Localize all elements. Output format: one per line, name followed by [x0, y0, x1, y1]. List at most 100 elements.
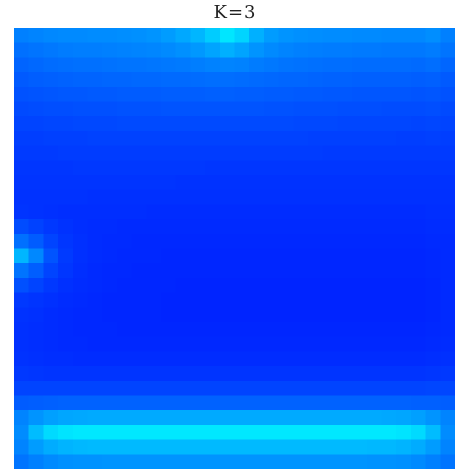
heatmap-cell	[425, 57, 441, 73]
heatmap-cell	[131, 42, 147, 58]
heatmap-cell	[87, 351, 103, 367]
heatmap-cell	[131, 101, 147, 117]
heatmap-cell	[219, 277, 236, 294]
heatmap-cell	[43, 130, 59, 147]
heatmap-cell	[381, 233, 397, 250]
heatmap-cell	[249, 116, 265, 132]
heatmap-cell	[263, 351, 280, 367]
heatmap-cell	[146, 307, 162, 323]
heatmap-cell	[87, 366, 103, 382]
heatmap-cell	[396, 292, 412, 308]
heatmap-cell	[72, 263, 89, 279]
heatmap-cell	[366, 101, 383, 117]
heatmap-cell	[293, 439, 309, 455]
heatmap-cell	[72, 116, 89, 132]
heatmap-cell	[396, 307, 412, 323]
heatmap-cell	[146, 322, 162, 338]
heatmap-cell	[366, 439, 383, 455]
heatmap-cell	[14, 189, 30, 205]
heatmap-cell	[102, 101, 118, 117]
heatmap-cell	[293, 322, 309, 338]
heatmap-cell	[87, 42, 103, 58]
heatmap-cell	[396, 42, 412, 58]
heatmap-cell	[381, 101, 397, 117]
heatmap-cell	[396, 145, 412, 161]
heatmap-cell	[425, 72, 441, 88]
heatmap-cell	[381, 86, 397, 103]
heatmap-cell	[234, 454, 250, 469]
heatmap-cell	[352, 454, 368, 469]
heatmap-cell	[14, 307, 30, 323]
heatmap-cell	[58, 116, 74, 132]
heatmap-cell	[116, 248, 133, 264]
heatmap-cell	[410, 72, 427, 88]
heatmap-cell	[249, 175, 265, 191]
heatmap-cell	[131, 410, 147, 426]
heatmap-cell	[396, 101, 412, 117]
heatmap-cell	[278, 248, 294, 264]
heatmap-cell	[249, 101, 265, 117]
heatmap-cell	[161, 439, 177, 455]
heatmap-cell	[366, 86, 383, 103]
heatmap-cell	[190, 351, 206, 367]
heatmap-cell	[58, 219, 74, 235]
heatmap-cell	[28, 145, 44, 161]
heatmap-cell	[28, 410, 44, 426]
heatmap-cell	[116, 336, 133, 352]
heatmap-cell	[87, 439, 103, 455]
heatmap-cell	[396, 130, 412, 147]
heatmap-cell	[161, 292, 177, 308]
heatmap-cell	[234, 145, 250, 161]
heatmap-cell	[161, 175, 177, 191]
heatmap-cell	[102, 145, 118, 161]
heatmap-cell	[116, 72, 133, 88]
heatmap-cell	[219, 454, 236, 469]
heatmap-cell	[14, 57, 30, 73]
heatmap-cell	[102, 336, 118, 352]
heatmap-cell	[337, 160, 353, 176]
heatmap-cell	[308, 454, 324, 469]
heatmap-cell	[28, 454, 44, 469]
heatmap-cell	[175, 116, 191, 132]
heatmap-cell	[234, 336, 250, 352]
heatmap-cell	[263, 130, 280, 147]
heatmap-cell	[322, 292, 338, 308]
heatmap-cell	[190, 292, 206, 308]
heatmap-cell	[249, 145, 265, 161]
heatmap-cell	[278, 351, 294, 367]
heatmap-cell	[352, 175, 368, 191]
heatmap-cell	[293, 410, 309, 426]
heatmap-cell	[43, 72, 59, 88]
heatmap-cell	[14, 395, 30, 411]
heatmap-cell	[234, 395, 250, 411]
heatmap-cell	[366, 395, 383, 411]
heatmap-cell	[72, 42, 89, 58]
heatmap-cell	[322, 277, 338, 294]
heatmap-cell	[205, 204, 221, 220]
heatmap-cell	[43, 219, 59, 235]
heatmap-cell	[293, 28, 309, 44]
heatmap-cell	[322, 101, 338, 117]
heatmap-cell	[43, 454, 59, 469]
heatmap-cell	[72, 351, 89, 367]
heatmap-cell	[278, 322, 294, 338]
heatmap-cell	[219, 292, 236, 308]
heatmap-cell	[72, 130, 89, 147]
heatmap-cell	[293, 424, 309, 441]
heatmap-cell	[396, 351, 412, 367]
heatmap-cell	[308, 307, 324, 323]
heatmap-cell	[249, 28, 265, 44]
heatmap-cell	[234, 28, 250, 44]
heatmap-cell	[278, 263, 294, 279]
heatmap-cell	[425, 233, 441, 250]
heatmap-cell	[87, 322, 103, 338]
heatmap-cell	[14, 292, 30, 308]
heatmap-cell	[219, 145, 236, 161]
heatmap-cell	[219, 263, 236, 279]
heatmap-cell	[366, 410, 383, 426]
heatmap-cell	[87, 336, 103, 352]
heatmap-cell	[278, 130, 294, 147]
heatmap-cell	[278, 336, 294, 352]
heatmap-cell	[249, 351, 265, 367]
heatmap-cell	[205, 336, 221, 352]
